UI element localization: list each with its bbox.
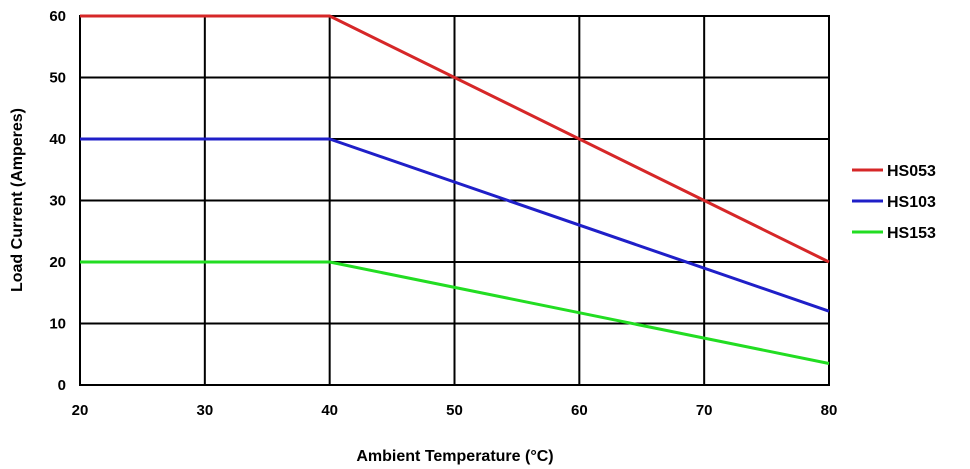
x-tick-label: 70 [696, 402, 713, 419]
y-tick-label: 30 [49, 193, 66, 210]
y-tick-label: 10 [49, 316, 66, 333]
grid [79, 15, 830, 386]
series-line-hs053 [80, 14, 830, 264]
x-axis-label: Ambient Temperature (°C) [356, 448, 553, 465]
x-tick-label: 60 [571, 402, 588, 419]
legend: HS053 HS103 HS153 [852, 163, 936, 242]
y-tick-label: 0 [58, 377, 66, 394]
legend-label-hs153: HS153 [887, 225, 936, 242]
x-tick-label: 40 [321, 402, 338, 419]
x-tick-label: 80 [821, 402, 838, 419]
series-line-hs153 [80, 260, 830, 365]
y-axis-label: Load Current (Amperes) [9, 108, 26, 292]
tick-labels: 20 30 40 50 60 70 80 0 10 20 30 40 50 60 [49, 8, 837, 419]
y-tick-label: 40 [49, 131, 66, 148]
y-tick-label: 50 [49, 70, 66, 87]
x-tick-label: 20 [72, 402, 89, 419]
series-line-hs103 [80, 137, 830, 313]
legend-label-hs053: HS053 [887, 163, 936, 180]
x-tick-label: 30 [196, 402, 213, 419]
y-tick-label: 20 [49, 254, 66, 271]
series-lines [80, 14, 830, 365]
legend-label-hs103: HS103 [887, 194, 936, 211]
x-tick-label: 50 [446, 402, 463, 419]
y-tick-label: 60 [49, 8, 66, 25]
